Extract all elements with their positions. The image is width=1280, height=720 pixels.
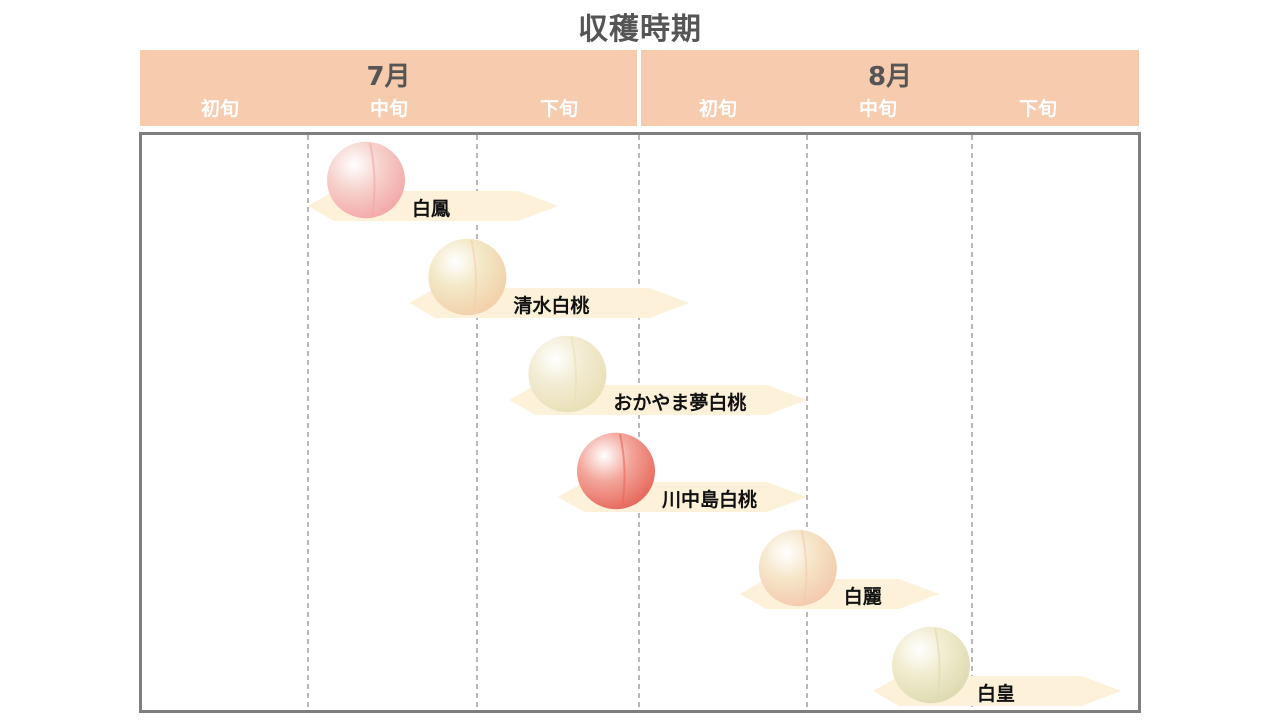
variety-label: 川中島白桃 [661, 488, 757, 511]
variety-label: 白麗 [844, 585, 882, 608]
variety-label: おかやま夢白桃 [613, 391, 746, 414]
peach-image [577, 432, 655, 510]
peach-image [892, 626, 970, 704]
month-header-july: 7月 初旬 中旬 下旬 [140, 50, 637, 126]
variety-label: 白鳳 [412, 197, 450, 220]
peach-image [428, 238, 507, 316]
month-label-august: 8月 [867, 62, 913, 92]
period-label-august-mid: 中旬 [858, 98, 897, 120]
month-label-july: 7月 [366, 62, 411, 92]
peach-crease [369, 142, 376, 216]
variety-label: 清水白桃 [513, 294, 589, 317]
chart-plot-frame [139, 132, 1141, 713]
chart-title: 収穫時期 [578, 12, 702, 47]
peach-image [327, 141, 405, 219]
period-label-july-mid: 中旬 [369, 98, 408, 120]
peach-crease [470, 239, 477, 313]
period-label-july-late: 下旬 [539, 98, 578, 120]
peach-crease [619, 433, 626, 507]
variety-label: 白皇 [977, 682, 1015, 705]
period-label-august-late: 下旬 [1018, 98, 1057, 120]
peach-crease [570, 336, 577, 410]
period-label-july-early: 初旬 [200, 98, 239, 120]
peach-crease [934, 627, 941, 701]
month-header-august: 8月 初旬 中旬 下旬 [641, 50, 1139, 126]
peach-image [758, 529, 837, 607]
peach-image [528, 335, 607, 413]
peach-crease [800, 530, 808, 604]
period-label-august-early: 初旬 [698, 98, 737, 120]
